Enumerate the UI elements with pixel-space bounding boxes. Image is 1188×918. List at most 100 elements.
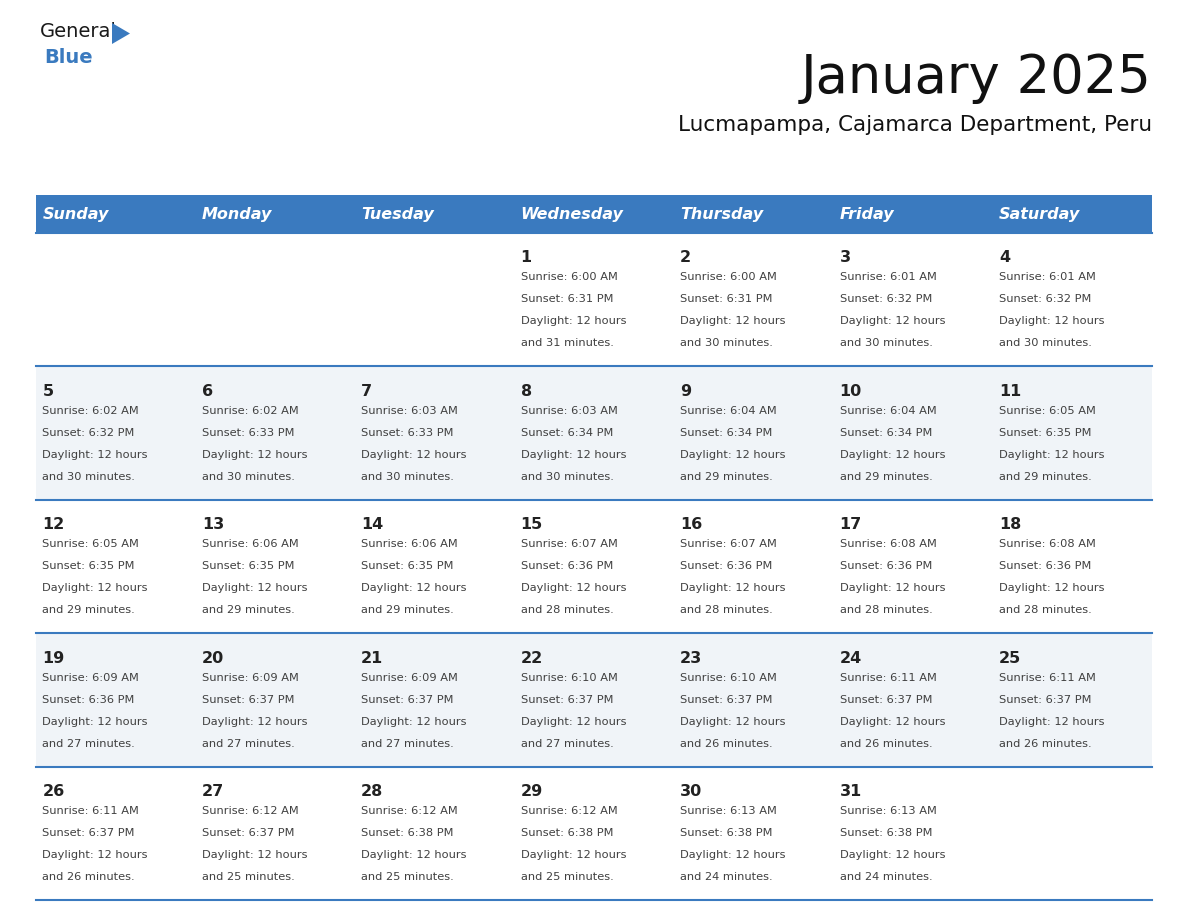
Bar: [36, 195, 1152, 233]
Text: and 30 minutes.: and 30 minutes.: [202, 472, 295, 482]
Text: Sunrise: 6:07 AM: Sunrise: 6:07 AM: [520, 539, 618, 549]
Text: 29: 29: [520, 784, 543, 799]
Text: Sunrise: 6:08 AM: Sunrise: 6:08 AM: [999, 539, 1095, 549]
Text: 5: 5: [43, 384, 53, 398]
Text: Sunrise: 6:09 AM: Sunrise: 6:09 AM: [361, 673, 459, 683]
Text: and 27 minutes.: and 27 minutes.: [43, 739, 135, 748]
Text: Sunset: 6:32 PM: Sunset: 6:32 PM: [43, 428, 134, 438]
Text: and 27 minutes.: and 27 minutes.: [520, 739, 613, 748]
Text: Sunrise: 6:09 AM: Sunrise: 6:09 AM: [202, 673, 298, 683]
Text: and 31 minutes.: and 31 minutes.: [520, 339, 613, 349]
Text: 27: 27: [202, 784, 225, 799]
Text: Sunset: 6:34 PM: Sunset: 6:34 PM: [840, 428, 931, 438]
Text: and 30 minutes.: and 30 minutes.: [840, 339, 933, 349]
Text: Thursday: Thursday: [680, 207, 763, 221]
Text: Daylight: 12 hours: Daylight: 12 hours: [840, 850, 944, 860]
Text: Sunrise: 6:06 AM: Sunrise: 6:06 AM: [361, 539, 459, 549]
Text: and 29 minutes.: and 29 minutes.: [43, 605, 135, 615]
Text: Daylight: 12 hours: Daylight: 12 hours: [43, 717, 147, 726]
Bar: [36, 633, 1152, 767]
Text: 18: 18: [999, 517, 1022, 532]
Text: Sunrise: 6:05 AM: Sunrise: 6:05 AM: [43, 539, 139, 549]
Text: 16: 16: [680, 517, 702, 532]
Text: 6: 6: [202, 384, 213, 398]
Text: and 28 minutes.: and 28 minutes.: [999, 605, 1092, 615]
Text: Daylight: 12 hours: Daylight: 12 hours: [202, 850, 308, 860]
Text: Sunrise: 6:01 AM: Sunrise: 6:01 AM: [999, 273, 1095, 283]
Text: 19: 19: [43, 651, 64, 666]
Text: Sunrise: 6:07 AM: Sunrise: 6:07 AM: [680, 539, 777, 549]
Text: 24: 24: [840, 651, 861, 666]
Text: Daylight: 12 hours: Daylight: 12 hours: [361, 717, 467, 726]
Text: Monday: Monday: [202, 207, 272, 221]
Text: January 2025: January 2025: [801, 52, 1152, 104]
Text: and 28 minutes.: and 28 minutes.: [840, 605, 933, 615]
Text: Daylight: 12 hours: Daylight: 12 hours: [999, 450, 1105, 460]
Text: Sunset: 6:37 PM: Sunset: 6:37 PM: [520, 695, 613, 704]
Text: Sunset: 6:36 PM: Sunset: 6:36 PM: [999, 561, 1092, 571]
Text: Daylight: 12 hours: Daylight: 12 hours: [361, 583, 467, 593]
Text: 10: 10: [840, 384, 861, 398]
Text: Sunset: 6:37 PM: Sunset: 6:37 PM: [43, 828, 135, 838]
Text: Sunset: 6:36 PM: Sunset: 6:36 PM: [840, 561, 931, 571]
Text: 20: 20: [202, 651, 225, 666]
Text: 11: 11: [999, 384, 1022, 398]
Text: Daylight: 12 hours: Daylight: 12 hours: [520, 717, 626, 726]
Text: Daylight: 12 hours: Daylight: 12 hours: [999, 717, 1105, 726]
Text: Sunset: 6:35 PM: Sunset: 6:35 PM: [361, 561, 454, 571]
Text: Tuesday: Tuesday: [361, 207, 434, 221]
Text: Sunrise: 6:08 AM: Sunrise: 6:08 AM: [840, 539, 936, 549]
Text: and 29 minutes.: and 29 minutes.: [680, 472, 773, 482]
Text: and 26 minutes.: and 26 minutes.: [680, 739, 772, 748]
Text: Sunset: 6:32 PM: Sunset: 6:32 PM: [999, 295, 1092, 305]
Text: 9: 9: [680, 384, 691, 398]
Text: Sunset: 6:38 PM: Sunset: 6:38 PM: [520, 828, 613, 838]
Text: and 29 minutes.: and 29 minutes.: [202, 605, 295, 615]
Text: Daylight: 12 hours: Daylight: 12 hours: [840, 317, 944, 327]
Text: Daylight: 12 hours: Daylight: 12 hours: [520, 450, 626, 460]
Text: and 29 minutes.: and 29 minutes.: [840, 472, 933, 482]
Text: Daylight: 12 hours: Daylight: 12 hours: [840, 583, 944, 593]
Text: and 26 minutes.: and 26 minutes.: [840, 739, 933, 748]
Text: Sunset: 6:35 PM: Sunset: 6:35 PM: [43, 561, 135, 571]
Text: and 29 minutes.: and 29 minutes.: [361, 605, 454, 615]
Text: Sunset: 6:34 PM: Sunset: 6:34 PM: [680, 428, 772, 438]
Text: Sunset: 6:35 PM: Sunset: 6:35 PM: [202, 561, 295, 571]
Text: and 30 minutes.: and 30 minutes.: [999, 339, 1092, 349]
Text: and 28 minutes.: and 28 minutes.: [680, 605, 773, 615]
Text: and 24 minutes.: and 24 minutes.: [840, 872, 933, 882]
Text: Sunrise: 6:11 AM: Sunrise: 6:11 AM: [43, 806, 139, 816]
Text: Sunset: 6:38 PM: Sunset: 6:38 PM: [361, 828, 454, 838]
Text: and 26 minutes.: and 26 minutes.: [999, 739, 1092, 748]
Text: and 28 minutes.: and 28 minutes.: [520, 605, 613, 615]
Bar: [36, 767, 1152, 900]
Text: and 27 minutes.: and 27 minutes.: [361, 739, 454, 748]
Bar: [36, 233, 1152, 366]
Text: Sunrise: 6:04 AM: Sunrise: 6:04 AM: [840, 406, 936, 416]
Text: and 26 minutes.: and 26 minutes.: [43, 872, 135, 882]
Text: Sunrise: 6:12 AM: Sunrise: 6:12 AM: [202, 806, 298, 816]
Text: Sunrise: 6:01 AM: Sunrise: 6:01 AM: [840, 273, 936, 283]
Text: 7: 7: [361, 384, 372, 398]
Text: Sunset: 6:33 PM: Sunset: 6:33 PM: [202, 428, 295, 438]
Text: Daylight: 12 hours: Daylight: 12 hours: [361, 450, 467, 460]
Text: Daylight: 12 hours: Daylight: 12 hours: [520, 583, 626, 593]
Text: 26: 26: [43, 784, 64, 799]
Text: Sunrise: 6:03 AM: Sunrise: 6:03 AM: [361, 406, 459, 416]
Text: Wednesday: Wednesday: [520, 207, 624, 221]
Text: Sunset: 6:34 PM: Sunset: 6:34 PM: [520, 428, 613, 438]
Bar: [36, 366, 1152, 499]
Text: 23: 23: [680, 651, 702, 666]
Text: Lucmapampa, Cajamarca Department, Peru: Lucmapampa, Cajamarca Department, Peru: [678, 115, 1152, 135]
Text: Sunrise: 6:13 AM: Sunrise: 6:13 AM: [840, 806, 936, 816]
Text: and 30 minutes.: and 30 minutes.: [680, 339, 773, 349]
Text: Blue: Blue: [44, 48, 93, 67]
Text: Daylight: 12 hours: Daylight: 12 hours: [202, 450, 308, 460]
Text: General: General: [40, 22, 116, 41]
Text: Sunset: 6:33 PM: Sunset: 6:33 PM: [361, 428, 454, 438]
Text: Sunset: 6:36 PM: Sunset: 6:36 PM: [520, 561, 613, 571]
Text: 13: 13: [202, 517, 225, 532]
Text: Sunset: 6:37 PM: Sunset: 6:37 PM: [680, 695, 772, 704]
Text: Sunset: 6:35 PM: Sunset: 6:35 PM: [999, 428, 1092, 438]
Text: Daylight: 12 hours: Daylight: 12 hours: [43, 850, 147, 860]
